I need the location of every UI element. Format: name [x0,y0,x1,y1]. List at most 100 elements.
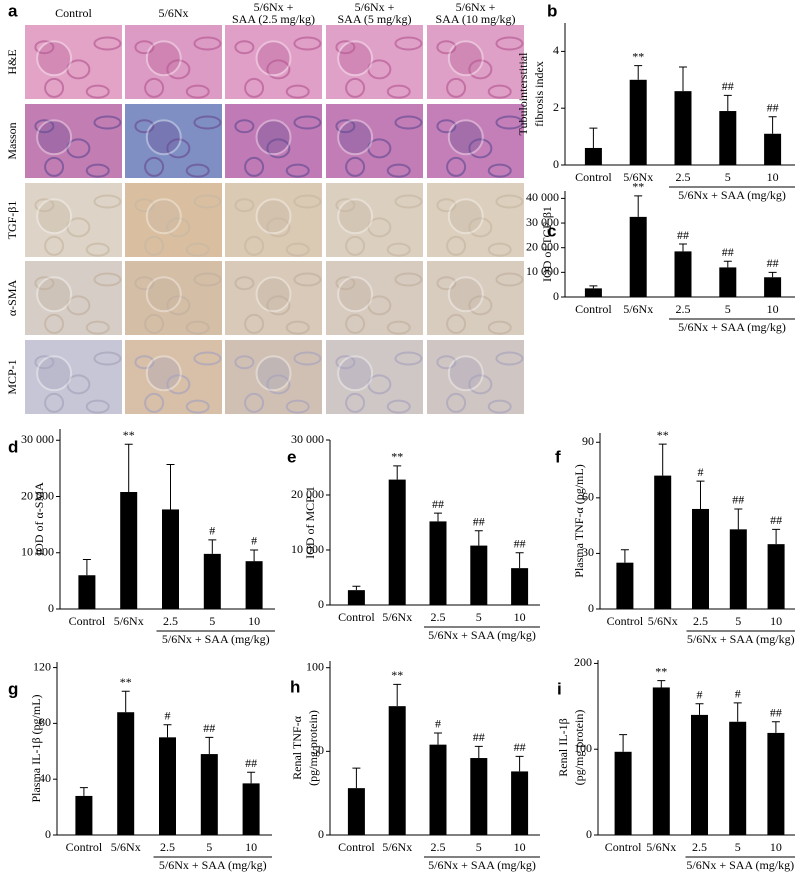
tubule [436,40,457,55]
tubule [446,156,467,177]
significance-label: ## [203,721,215,735]
tubule [234,276,255,291]
bar [691,714,708,835]
tubule [185,399,210,414]
tubule [144,77,165,98]
error-bar [352,585,361,591]
bar [584,288,602,297]
y-axis-label: Plasma TNF-α (pg/mL) [572,464,586,577]
significance-label: ** [632,180,644,194]
tubule [335,119,356,134]
tubule [34,40,55,55]
tubule [166,59,191,80]
y-tick-label: 0 [553,289,559,303]
x-tick-label: Control [605,840,642,854]
x-tick-label: 5 [476,840,482,854]
group-label: 5/6Nx + SAA (mg/kg) [687,632,795,646]
tubule [93,115,122,130]
y-tick-label: 120 [33,659,51,673]
tubule [436,276,457,291]
error-bar [695,703,704,715]
error-bar [734,508,743,530]
bar [629,79,647,165]
significance-label: ## [770,706,782,720]
glomerulus [36,119,73,156]
tubule [495,272,524,287]
significance-label: ** [655,664,667,678]
y-tick-label: 50 [312,743,324,757]
tubule [185,320,210,335]
x-tick-label: 2.5 [693,614,708,628]
tubule [436,198,457,213]
y-tick-label: 30 000 [21,432,54,446]
row-label: MCP-1 [5,359,19,394]
significance-label: ## [473,730,485,744]
x-tick-label: 2.5 [163,614,178,628]
tubule [93,36,122,51]
bar [388,479,406,605]
error-bar [79,787,88,796]
tubule [345,235,366,256]
significance-label: ## [732,493,744,507]
bar [629,216,647,297]
tubule [44,156,65,177]
bar [764,277,782,297]
tubule [144,235,165,256]
glomerulus [255,40,292,77]
x-tick-label: 10 [514,840,526,854]
tubule [144,156,165,177]
bar [692,508,709,609]
glomerulus [337,276,374,313]
bar [347,590,365,605]
tubule [446,392,467,413]
error-bar [474,530,483,546]
y-tick-label: 200 [574,655,592,669]
error-bar [393,465,402,480]
glomerulus [255,276,292,313]
tubule [285,399,310,414]
significance-label: ** [391,450,403,464]
tubule [367,59,392,80]
tubule [285,84,310,99]
glomerulus [36,198,73,235]
group-label: 5/6Nx + SAA (mg/kg) [428,858,536,872]
x-tick-label: 2.5 [676,302,691,316]
bar [729,721,747,835]
tubule [436,355,457,370]
tubule [134,119,155,134]
error-bar [658,443,667,476]
bar [75,795,93,835]
column-header: 5/6Nx + [355,0,395,14]
tubule [244,392,265,413]
x-tick-label: Control [338,610,375,624]
error-bar [696,480,705,509]
significance-label: # [165,709,171,723]
y-tick-label: 20 000 [291,487,324,501]
error-bar [589,285,598,289]
error-bar [82,559,91,576]
y-tick-label: 0 [318,597,324,611]
glomerulus [337,198,374,235]
tubule [66,138,91,159]
y-tick-label: 80 [39,715,51,729]
bar [584,147,602,165]
tubule [244,235,265,256]
bar [120,492,138,609]
bar [674,251,692,297]
tubule [244,156,265,177]
row-label: α-SMA [5,280,19,317]
tubule [285,320,310,335]
significance-label: ## [677,228,689,242]
x-tick-label: 2.5 [676,170,691,184]
x-tick-label: 10 [770,840,782,854]
tubule [394,36,423,51]
y-tick-label: 0 [318,827,324,841]
tubule [193,36,222,51]
tubule [495,194,524,209]
tubule [285,163,310,178]
tubule [34,276,55,291]
glomerulus [255,198,292,235]
tubule [285,242,310,257]
tubule [335,198,356,213]
y-axis-label: Renal TNF-α [290,715,304,779]
